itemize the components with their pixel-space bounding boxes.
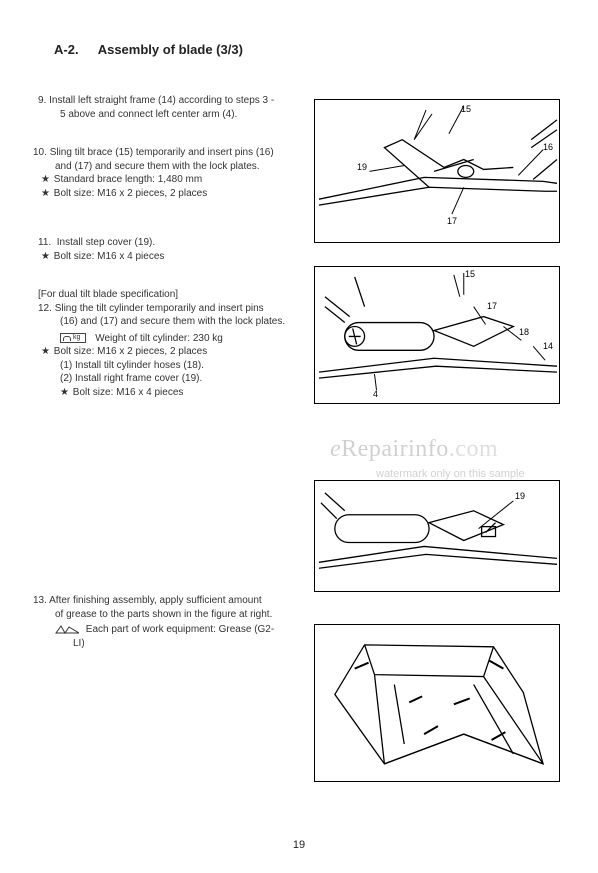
section-title: A-2. Assembly of blade (3/3) (54, 42, 243, 57)
star-icon: ★ (60, 386, 70, 400)
star-icon: ★ (41, 187, 51, 201)
step-10-bolt: Bolt size: M16 x 2 pieces, 2 places (54, 188, 207, 199)
step-11-num: 11. (38, 237, 51, 248)
watermark-site: eRepairinfo.com (330, 436, 498, 463)
figure-4 (314, 624, 560, 782)
step-13-line1: After finishing assembly, apply sufficie… (49, 595, 262, 606)
watermark-sub: watermark only on this sample (376, 468, 525, 480)
step-13-line2: of grease to the parts shown in the figu… (33, 608, 315, 622)
step-11: 11. Install step cover (19). ★ Bolt size… (38, 236, 314, 263)
step-10-line1: Sling tilt brace (15) temporarily and in… (50, 147, 274, 158)
callout-19: 19 (515, 491, 525, 501)
grease-icon (55, 624, 79, 634)
step-10-line2: and (17) and secure them with the lock p… (33, 160, 315, 174)
callout-19: 19 (357, 162, 367, 172)
star-icon: ★ (41, 173, 51, 187)
step-12-num: 12. (38, 303, 52, 314)
weight-icon: kg (60, 333, 86, 343)
step-11-line1: Install step cover (19). (57, 237, 155, 248)
section-number: A-2. (54, 42, 79, 57)
page-number: 19 (0, 839, 598, 851)
step-13-num: 13. (33, 595, 47, 606)
step-12-block: [For dual tilt blade specification] 12. … (38, 288, 320, 399)
callout-14: 14 (543, 341, 553, 351)
callout-16: 16 (543, 142, 553, 152)
step-11-bolt: Bolt size: M16 x 4 pieces (54, 251, 165, 262)
step-10: 10. Sling tilt brace (15) temporarily an… (33, 146, 315, 200)
step-13: 13. After finishing assembly, apply suff… (33, 594, 315, 650)
step-12-sub1: (1) Install tilt cylinder hoses (18). (38, 359, 320, 373)
manual-page: A-2. Assembly of blade (3/3) 9. Install … (0, 0, 598, 873)
step-10-num: 10. (33, 147, 47, 158)
step-10-brace: Standard brace length: 1,480 mm (54, 174, 202, 185)
figure-2: 15 17 18 14 4 (314, 266, 560, 404)
step-12-line1: Sling the tilt cylinder temporarily and … (55, 303, 264, 314)
callout-15: 15 (465, 269, 475, 279)
step-13-grease2: LI) (33, 637, 315, 651)
section-heading: Assembly of blade (3/3) (98, 42, 243, 57)
callout-15: 15 (461, 104, 471, 114)
step-9: 9. Install left straight frame (14) acco… (38, 94, 314, 121)
step-12-weight: Weight of tilt cylinder: 230 kg (95, 333, 223, 344)
step-12-sub2: (2) Install right frame cover (19). (38, 372, 320, 386)
callout-17: 17 (487, 301, 497, 311)
step-12-bolt2: Bolt size: M16 x 4 pieces (73, 387, 184, 398)
step-9-line1: Install left straight frame (14) accordi… (49, 95, 274, 106)
star-icon: ★ (41, 250, 51, 264)
callout-17: 17 (447, 216, 457, 226)
figure-1: 15 19 16 17 (314, 99, 560, 243)
figure-3: 19 (314, 480, 560, 592)
callout-4: 4 (373, 389, 378, 399)
step-9-num: 9. (38, 95, 46, 106)
dual-tilt-header: [For dual tilt blade specification] (38, 288, 320, 302)
star-icon: ★ (41, 345, 51, 359)
step-13-grease1: Each part of work equipment: Grease (G2- (86, 624, 274, 635)
step-12-line2: (16) and (17) and secure them with the l… (38, 315, 320, 329)
callout-18: 18 (519, 327, 529, 337)
step-12-bolt1: Bolt size: M16 x 2 pieces, 2 places (54, 346, 207, 357)
step-9-line2: 5 above and connect left center arm (4). (38, 108, 314, 122)
